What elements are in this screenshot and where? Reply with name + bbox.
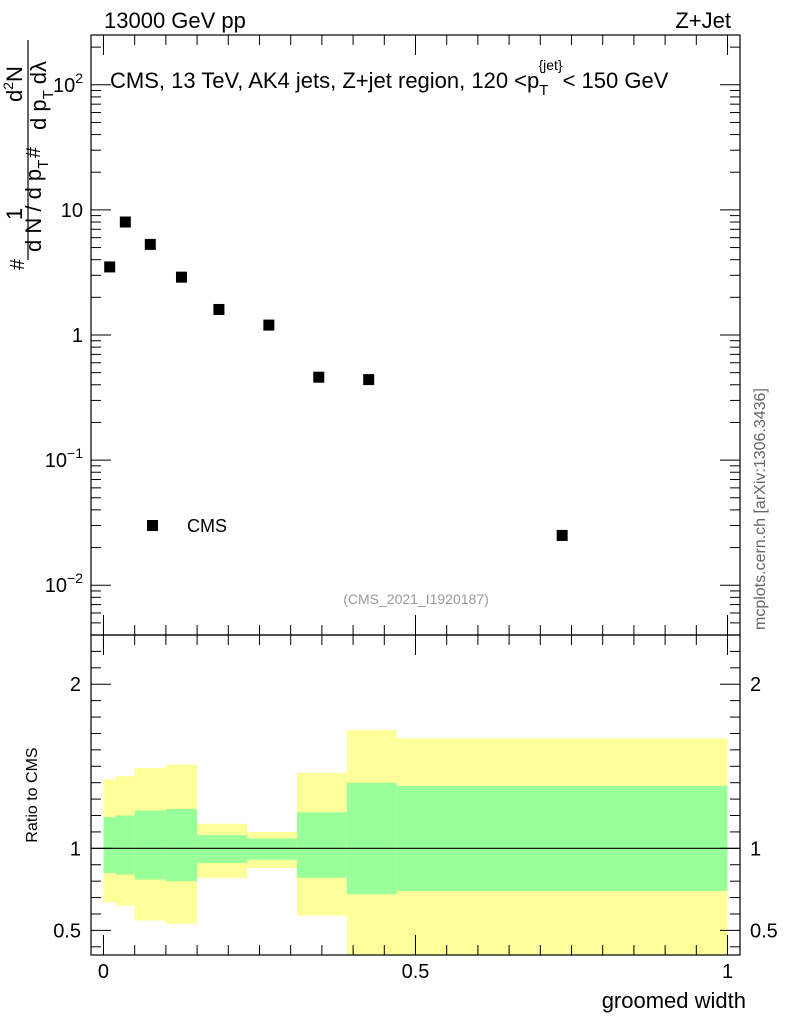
y-tick-label: 10−1	[45, 445, 83, 472]
legend-label: CMS	[187, 516, 227, 536]
y-tick-label: 10	[61, 200, 83, 222]
data-markers	[104, 216, 568, 541]
analysis-id: (CMS_2021_I1920187)	[343, 591, 489, 607]
plot-title: CMS, 13 TeV, AK4 jets, Z+jet region, 120…	[110, 57, 669, 99]
data-point	[144, 238, 156, 250]
ratio-y-tick-label-right: 2	[750, 674, 761, 696]
x-tick-label: 0	[98, 961, 109, 983]
ratio-y-tick-label: 1	[70, 838, 81, 860]
ratio-band-inner	[247, 838, 297, 860]
y-tick-label: 10−2	[45, 570, 83, 597]
ratio-band-inner	[396, 785, 728, 891]
data-point	[119, 216, 131, 228]
x-tick-label: 1	[722, 961, 733, 983]
main-axis-ticks: 10−2 10−1 1 10 102	[45, 35, 740, 636]
ratio-y-tick-label-right: 0.5	[750, 920, 778, 942]
data-point	[175, 271, 187, 283]
data-point	[313, 371, 325, 383]
y-tick-label: 1	[72, 325, 83, 347]
y-axis-label: # 1 d N / d pT # d2N d pTdλ	[0, 40, 57, 270]
x-axis-label: groomed width	[602, 988, 746, 1013]
watermark: mcplots.cern.ch [arXiv:1306.3436]	[752, 388, 769, 630]
ratio-uncertainty-bands	[103, 730, 728, 955]
y-label-hash-2: #	[23, 146, 45, 158]
ratio-band-inner	[103, 817, 116, 873]
ratio-band-inner	[197, 835, 248, 864]
ratio-band-inner	[134, 810, 166, 880]
data-point	[213, 303, 225, 315]
ratio-y-label: Ratio to CMS	[24, 747, 41, 842]
ratio-band-inner	[296, 812, 347, 878]
ratio-y-tick-label-right: 1	[750, 838, 761, 860]
y-label-d2n: d2N	[0, 66, 27, 102]
process-label: Z+Jet	[675, 8, 731, 33]
energy-label: 13000 GeV pp	[104, 8, 246, 33]
x-tick-label: 0.5	[402, 961, 430, 983]
data-point	[363, 374, 375, 386]
legend-marker	[147, 520, 158, 531]
y-tick-label: 102	[53, 70, 83, 97]
ratio-y-tick-label: 0.5	[53, 920, 81, 942]
main-plot-frame	[90, 34, 741, 636]
y-label-dpt-dlambda: d pTdλ	[26, 61, 57, 130]
ratio-band-inner	[165, 808, 198, 882]
y-label-dn: d N / d pT	[21, 160, 52, 252]
y-label-hash-1: #	[7, 258, 29, 270]
y-label-one: 1	[2, 208, 27, 220]
data-point	[556, 529, 568, 541]
ratio-plot-frame	[90, 634, 741, 956]
data-point	[263, 319, 275, 331]
ratio-band-inner	[346, 782, 397, 895]
data-point	[104, 261, 116, 273]
ratio-axis-ticks: 0.5 0.5 1 1 2 2 0 0.5 1	[53, 634, 778, 983]
ratio-y-tick-label: 2	[70, 674, 81, 696]
ratio-band-inner	[115, 815, 135, 875]
